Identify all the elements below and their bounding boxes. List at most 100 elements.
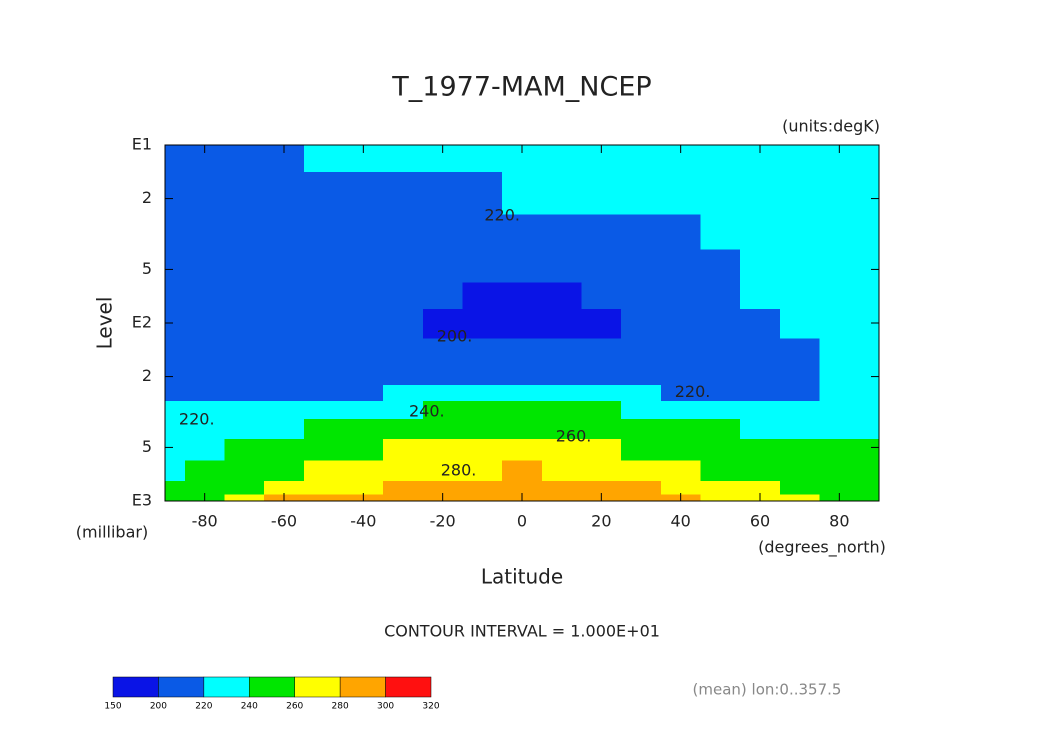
field-cell — [660, 214, 702, 251]
field-cell — [660, 419, 702, 440]
field-cell — [422, 365, 464, 386]
field-cell — [264, 480, 305, 496]
field-cell — [343, 249, 384, 284]
field-cell — [541, 249, 583, 284]
field-cell — [621, 480, 662, 496]
field-cell — [303, 365, 345, 386]
field-cell — [621, 171, 662, 215]
contour-label: 240. — [409, 401, 445, 420]
field-cell — [700, 400, 741, 420]
field-cell — [700, 480, 741, 496]
field-cell — [660, 249, 702, 284]
field-cell — [165, 385, 186, 402]
field-cell — [700, 338, 741, 367]
field-cell — [462, 480, 503, 496]
field-cell — [224, 460, 265, 482]
field-cell — [383, 365, 424, 386]
field-cell — [581, 309, 622, 340]
units: (units:degK) — [782, 117, 880, 136]
colorbar-label: 280 — [332, 702, 349, 712]
field-cell — [859, 385, 880, 402]
y-units: (millibar) — [76, 523, 148, 542]
field-cell — [740, 365, 781, 386]
field-cell — [224, 419, 265, 440]
field-cell — [859, 309, 880, 340]
field-cell — [343, 480, 384, 496]
field-cell — [264, 438, 305, 462]
field-cell — [502, 171, 543, 215]
field-cell — [859, 338, 880, 367]
field-cell — [422, 214, 464, 251]
y-tick-label: 5 — [142, 259, 152, 278]
field-cell — [660, 438, 702, 462]
field-cell — [462, 460, 503, 482]
field-cell — [859, 400, 880, 420]
field-cell — [462, 282, 503, 310]
field-cell — [700, 494, 741, 502]
y-tick-label: E2 — [132, 313, 152, 332]
field-cell — [502, 365, 543, 386]
field-cell — [422, 438, 464, 462]
field-cell — [264, 460, 305, 482]
field-cell — [502, 460, 543, 482]
field-cell — [660, 365, 702, 386]
field-cell — [383, 385, 424, 402]
field-cell — [224, 214, 265, 251]
field-cell — [819, 438, 860, 462]
field-cell — [740, 249, 781, 284]
field-cell — [165, 282, 186, 310]
field-cell — [779, 385, 821, 402]
field-cell — [184, 171, 226, 215]
field-cell — [700, 419, 741, 440]
field-cell — [224, 145, 265, 173]
field-cell — [224, 480, 265, 496]
field-cell — [819, 419, 860, 440]
field-cell — [383, 338, 424, 367]
field-cell — [264, 214, 305, 251]
field-cell — [740, 282, 781, 310]
field-cell — [422, 171, 464, 215]
field — [165, 145, 880, 502]
field-cell — [819, 400, 860, 420]
field-cell — [303, 145, 345, 173]
field-cell — [581, 438, 622, 462]
field-cell — [819, 460, 860, 482]
field-cell — [383, 460, 424, 482]
field-cell — [660, 400, 702, 420]
field-cell — [422, 400, 464, 420]
field-cell — [740, 171, 781, 215]
field-cell — [581, 385, 622, 402]
field-cell — [422, 480, 464, 496]
field-cell — [343, 338, 384, 367]
field-cell — [819, 338, 860, 367]
field-cell — [383, 494, 424, 502]
colorbar-label: 200 — [150, 702, 167, 712]
field-cell — [343, 419, 384, 440]
y-tick-label: E1 — [132, 135, 152, 154]
field-cell — [422, 419, 464, 440]
colorbar-segment — [339, 676, 386, 698]
field-cell — [581, 249, 622, 284]
field-cell — [700, 171, 741, 215]
colorbar-label: 220 — [195, 702, 212, 712]
field-cell — [303, 438, 345, 462]
field-cell — [779, 460, 821, 482]
field-cell — [541, 214, 583, 251]
field-cell — [779, 171, 821, 215]
field-cell — [343, 171, 384, 215]
field-cell — [184, 419, 226, 440]
field-cell — [621, 365, 662, 386]
field-cell — [264, 249, 305, 284]
field-cell — [224, 309, 265, 340]
field-cell — [462, 365, 503, 386]
field-cell — [343, 309, 384, 340]
field-cell — [264, 309, 305, 340]
field-cell — [224, 400, 265, 420]
field-cell — [859, 282, 880, 310]
field-cell — [462, 171, 503, 215]
field-cell — [859, 419, 880, 440]
field-cell — [184, 214, 226, 251]
field-cell — [541, 400, 583, 420]
field-cell — [462, 249, 503, 284]
contour-label: 280. — [441, 461, 477, 480]
